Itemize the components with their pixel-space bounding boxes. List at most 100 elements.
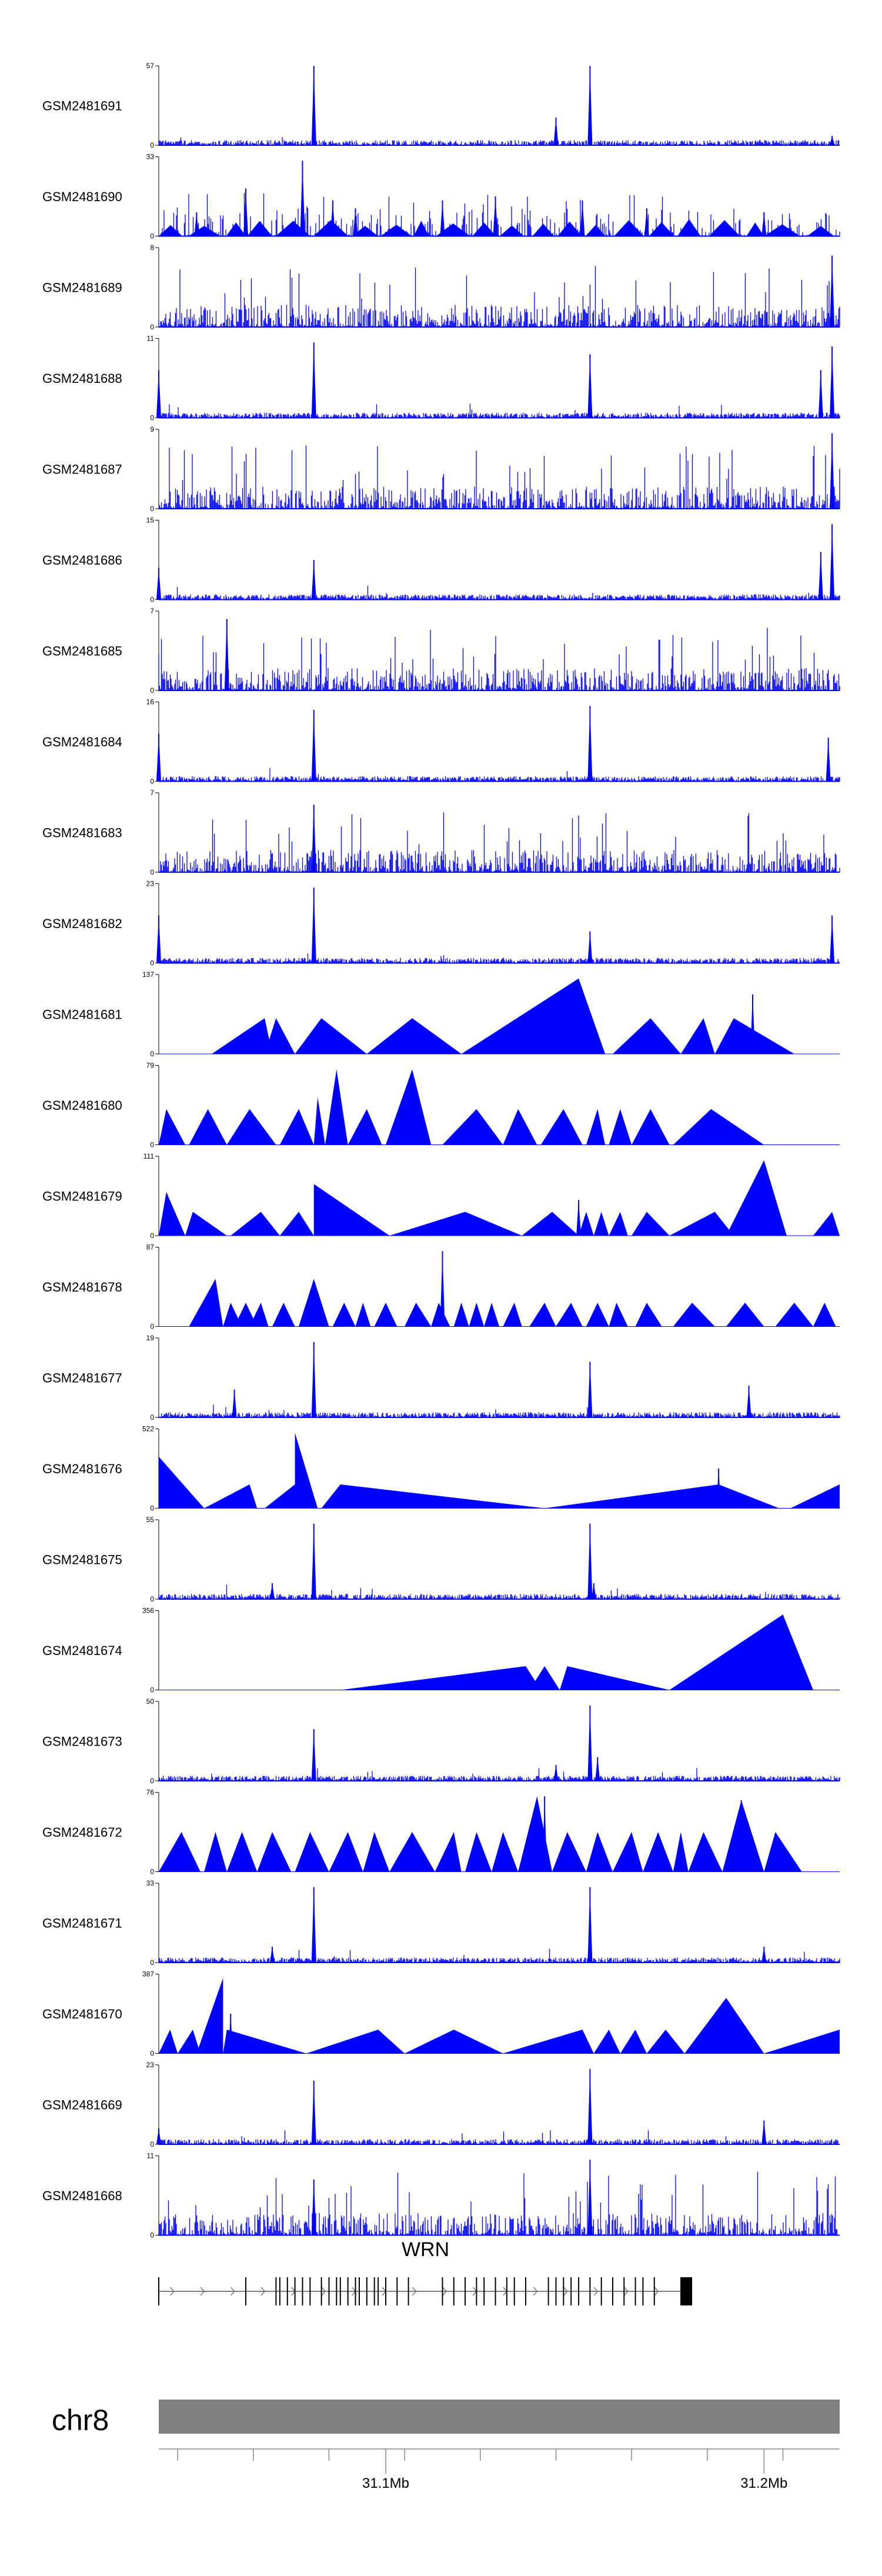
signal-peak: [813, 1303, 836, 1327]
y-max-label: 33: [146, 1879, 155, 1887]
y-max-label: 33: [146, 153, 155, 161]
signal-peak: [223, 2030, 306, 2054]
signal-peak: [442, 1109, 503, 1145]
signal-peak: [189, 1109, 227, 1145]
signal-peak: [518, 1796, 553, 1872]
position-tick-label: 31.1Mb: [362, 2475, 409, 2491]
signal-peak: [559, 1666, 670, 1690]
y-min-label: 0: [150, 232, 154, 241]
signal-peak: [609, 1212, 628, 1236]
signal-bars: [158, 403, 840, 418]
y-max-label: 76: [146, 1788, 155, 1797]
chromosome-label: chr8: [52, 2404, 109, 2437]
track-GSM2481684: GSM2481684 16 0: [42, 698, 840, 786]
signal-peak: [669, 1212, 734, 1236]
signal-tent: [614, 220, 644, 236]
track-GSM2481675: GSM2481675 55 0: [42, 1516, 840, 1603]
track-GSM2481673: GSM2481673 50 0: [42, 1697, 840, 1785]
signal-peak: [646, 2030, 685, 2054]
track-label: GSM2481671: [42, 1916, 122, 1931]
signal-peak: [272, 1303, 295, 1327]
signal-peak: [212, 1018, 272, 1054]
track-GSM2481685: GSM2481685 7 0: [42, 607, 840, 695]
signal-peak: [613, 1832, 643, 1872]
strand-arrow: [170, 2287, 175, 2296]
signal-tent: [746, 222, 764, 236]
signal-peak: [204, 1832, 227, 1872]
y-max-label: 87: [146, 1243, 155, 1252]
y-max-label: 57: [146, 62, 155, 70]
y-max-label: 522: [142, 1425, 154, 1433]
y-max-label: 79: [146, 1062, 155, 1070]
chromosome-band: [159, 2400, 840, 2434]
track-GSM2481681: GSM2481681 137 0: [42, 970, 840, 1058]
signal-peak: [722, 1800, 764, 1872]
signal-tent: [764, 224, 800, 236]
signal-bars: [158, 1948, 840, 1963]
signal-peak: [529, 1303, 556, 1327]
track-GSM2481682: GSM2481682 23 0: [42, 880, 840, 967]
signal-peak: [635, 1303, 662, 1327]
y-min-label: 0: [150, 1686, 154, 1694]
signal-tent: [159, 225, 183, 236]
signal-bars: [160, 586, 840, 600]
signal-peak: [405, 2030, 503, 2054]
y-min-label: 0: [150, 2231, 154, 2240]
track-label: GSM2481691: [42, 99, 122, 114]
track-label: GSM2481682: [42, 916, 122, 931]
y-max-label: 7: [150, 789, 154, 797]
track-label: GSM2481678: [42, 1280, 122, 1294]
y-min-label: 0: [150, 1141, 154, 1149]
track-label: GSM2481679: [42, 1189, 122, 1204]
signal-peak: [453, 1303, 469, 1327]
signal-tent: [807, 226, 834, 236]
strand-arrow: [654, 2287, 659, 2296]
signal-peak: [522, 1212, 579, 1236]
track-label: GSM2481677: [42, 1371, 122, 1386]
track-label: GSM2481672: [42, 1825, 122, 1840]
signal-peak: [552, 1832, 586, 1872]
signal-peak: [295, 1433, 318, 1509]
signal-peak: [492, 1832, 519, 1872]
signal-peak: [159, 2030, 178, 2054]
signal-peak: [673, 1832, 689, 1872]
signal-tent: [352, 226, 378, 236]
signal-bars: [158, 1768, 840, 1781]
signal-peak: [226, 1109, 276, 1145]
signal-peak: [389, 1832, 435, 1872]
track-label: GSM2481681: [42, 1007, 122, 1022]
signal-peak: [435, 1832, 462, 1872]
y-max-label: 19: [146, 1334, 155, 1342]
track-GSM2481691: GSM2481691 57 0: [42, 62, 840, 149]
signal-peak: [321, 1484, 545, 1509]
y-min-label: 0: [150, 778, 154, 786]
track-label: GSM2481680: [42, 1098, 122, 1113]
y-min-label: 0: [150, 1413, 154, 1422]
y-min-label: 0: [150, 1595, 154, 1603]
track-GSM2481678: GSM2481678 87 0: [42, 1243, 840, 1331]
y-min-label: 0: [150, 141, 154, 149]
signal-peak: [363, 1832, 390, 1872]
y-max-label: 16: [146, 698, 155, 706]
signal-peak: [295, 1018, 367, 1054]
signal-peak: [764, 2030, 840, 2054]
signal-tent: [677, 219, 701, 236]
y-min-label: 0: [150, 2140, 154, 2148]
strand-arrow: [321, 2287, 326, 2296]
signal-peak: [643, 1832, 673, 1872]
signal-peak: [469, 1303, 485, 1327]
strand-arrow: [624, 2287, 629, 2296]
gene-terminal-exon: [680, 2277, 693, 2305]
signal-peak: [257, 1832, 292, 1872]
track-label: GSM2481689: [42, 281, 122, 295]
y-min-label: 0: [150, 1868, 154, 1876]
signal-peak: [313, 1097, 326, 1145]
track-label: GSM2481687: [42, 462, 122, 477]
signal-peak: [355, 1303, 371, 1327]
signal-peak: [299, 1279, 329, 1327]
signal-bars: [159, 768, 840, 782]
signal-tent: [532, 223, 554, 236]
signal-peak: [386, 1069, 432, 1145]
y-max-label: 356: [142, 1607, 154, 1615]
signal-peak: [159, 1456, 205, 1509]
